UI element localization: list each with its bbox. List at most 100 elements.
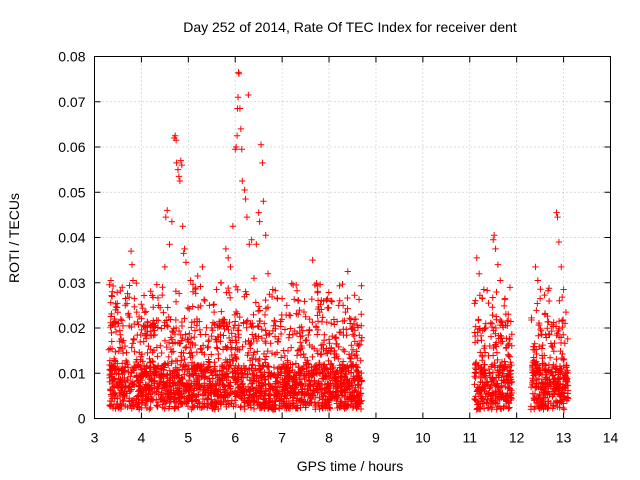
- data-point: [257, 141, 265, 148]
- data-point: [534, 399, 542, 406]
- data-point: [160, 373, 167, 380]
- data-point: [212, 398, 220, 406]
- data-point: [561, 320, 569, 327]
- data-point: [555, 318, 563, 325]
- data-point: [269, 385, 277, 393]
- data-point: [481, 388, 488, 395]
- data-point: [311, 281, 319, 289]
- data-point: [232, 401, 240, 409]
- data-point: [352, 361, 360, 369]
- data-point: [545, 382, 553, 390]
- data-point: [529, 376, 537, 384]
- y-tick-label: 0.03: [58, 275, 85, 291]
- data-point: [504, 322, 511, 329]
- data-point: [311, 398, 318, 406]
- data-point: [213, 338, 220, 346]
- data-point: [163, 343, 170, 351]
- data-point: [172, 324, 180, 332]
- data-point: [296, 328, 303, 336]
- data-point: [276, 402, 283, 409]
- data-point: [236, 389, 244, 396]
- data-point: [187, 339, 195, 346]
- data-point: [500, 373, 508, 381]
- data-point: [300, 365, 308, 373]
- data-point: [108, 329, 115, 337]
- data-point: [489, 391, 497, 399]
- data-point: [541, 394, 549, 401]
- data-point: [281, 370, 288, 377]
- data-point: [327, 348, 334, 356]
- data-point: [128, 397, 135, 404]
- data-point: [115, 403, 123, 411]
- data-point: [244, 317, 251, 324]
- data-point: [110, 363, 117, 370]
- data-point: [192, 370, 199, 377]
- data-point: [196, 318, 203, 325]
- data-point: [215, 350, 222, 358]
- data-point: [175, 327, 183, 335]
- data-point: [201, 297, 208, 305]
- data-point: [106, 366, 113, 373]
- data-point: [208, 332, 215, 340]
- data-point: [314, 312, 321, 319]
- data-point: [204, 367, 211, 374]
- data-point: [255, 303, 263, 310]
- data-point: [219, 371, 226, 379]
- data-point: [195, 398, 202, 406]
- data-point: [242, 398, 250, 405]
- data-point: [256, 318, 264, 325]
- data-point: [189, 281, 197, 288]
- data-point: [257, 383, 265, 390]
- data-point: [160, 398, 167, 406]
- data-point: [244, 352, 251, 359]
- data-point: [153, 281, 161, 288]
- data-point: [559, 323, 566, 331]
- data-point: [223, 289, 230, 296]
- data-point: [213, 388, 220, 395]
- data-point: [200, 296, 208, 303]
- data-point: [337, 329, 345, 336]
- data-point: [263, 363, 271, 371]
- data-points: [105, 69, 572, 413]
- data-point: [256, 388, 264, 395]
- data-point: [118, 317, 126, 324]
- data-point: [334, 394, 341, 401]
- data-point: [186, 305, 193, 313]
- data-point: [246, 241, 253, 248]
- data-point: [235, 70, 243, 77]
- data-point: [121, 342, 129, 350]
- data-point: [489, 311, 496, 319]
- data-point: [207, 382, 214, 389]
- data-point: [107, 313, 115, 320]
- data-point: [197, 361, 205, 369]
- data-point: [541, 311, 549, 318]
- data-point: [554, 213, 561, 221]
- data-point: [557, 347, 564, 355]
- data-point: [501, 302, 508, 310]
- data-point: [191, 327, 199, 334]
- data-point: [181, 245, 188, 253]
- data-point: [284, 357, 291, 364]
- data-point: [147, 404, 154, 412]
- data-point: [189, 391, 196, 399]
- data-point: [213, 371, 221, 378]
- data-point: [494, 356, 501, 364]
- data-point: [350, 403, 357, 410]
- data-point: [167, 370, 174, 378]
- data-point: [281, 379, 288, 387]
- data-point: [552, 398, 560, 405]
- data-point: [122, 302, 129, 309]
- data-point: [121, 374, 128, 382]
- data-point: [245, 91, 252, 99]
- data-point: [296, 374, 304, 382]
- data-point: [544, 325, 551, 332]
- data-point: [161, 263, 169, 271]
- data-point: [112, 328, 120, 336]
- data-point: [247, 392, 255, 399]
- data-point: [161, 380, 168, 388]
- data-point: [557, 365, 564, 372]
- data-point: [127, 387, 134, 395]
- data-point: [338, 365, 346, 373]
- data-point: [542, 362, 549, 369]
- data-point: [557, 371, 564, 378]
